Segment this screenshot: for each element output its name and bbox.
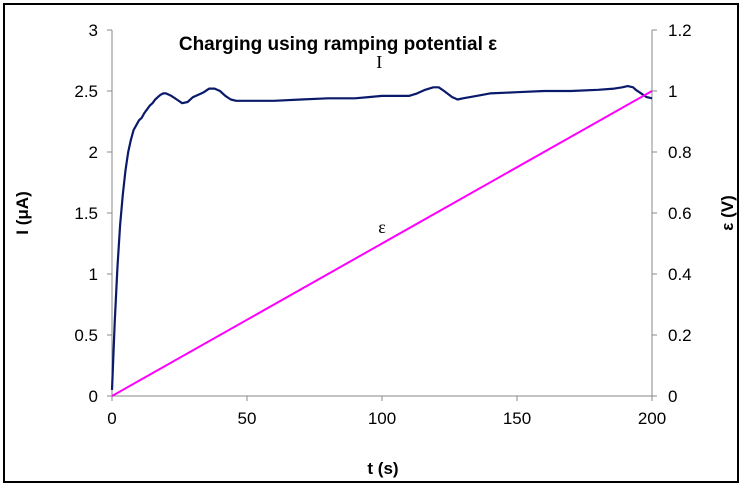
y-axis-label-right: ε (V) bbox=[718, 195, 737, 230]
series-label-epsilon: ε bbox=[378, 217, 386, 237]
chart-frame bbox=[3, 3, 739, 483]
y-right-tick-label: 0.8 bbox=[668, 143, 692, 162]
y-right-tick-label: 0.2 bbox=[668, 326, 692, 345]
y-axis-label-left: I (μA) bbox=[13, 191, 32, 234]
y-left-tick-label: 3 bbox=[89, 21, 98, 40]
y-left-tick-label: 1.5 bbox=[74, 204, 98, 223]
y-left-tick-label: 0.5 bbox=[74, 326, 98, 345]
x-tick-label: 50 bbox=[238, 409, 257, 428]
y-left-tick-label: 2 bbox=[89, 143, 98, 162]
series-group bbox=[110, 84, 653, 397]
series-line-epsilon bbox=[111, 90, 653, 397]
y-left-tick-label: 2.5 bbox=[74, 82, 98, 101]
series-annotations: Iε bbox=[376, 52, 386, 237]
x-tick-label: 100 bbox=[368, 409, 396, 428]
x-tick-label: 150 bbox=[503, 409, 531, 428]
series-line-current bbox=[110, 84, 653, 390]
y-right-tick-label: 0 bbox=[668, 387, 677, 406]
x-tick-label: 0 bbox=[107, 409, 116, 428]
x-tick-label: 200 bbox=[638, 409, 666, 428]
series-label-current: I bbox=[376, 52, 382, 72]
tick-group: 0 50 100 150 20000.511.522.5300.20.40.60.811… bbox=[74, 21, 691, 428]
y-right-tick-label: 0.6 bbox=[668, 204, 692, 223]
y-left-tick-label: 0 bbox=[89, 387, 98, 406]
x-axis-label: t (s) bbox=[367, 459, 398, 478]
y-left-tick-label: 1 bbox=[89, 265, 98, 284]
chart-title: Charging using ramping potential ε bbox=[179, 34, 497, 55]
y-right-tick-label: 0.4 bbox=[668, 265, 692, 284]
y-right-tick-label: 1 bbox=[668, 82, 677, 101]
y-right-tick-label: 1.2 bbox=[668, 21, 692, 40]
